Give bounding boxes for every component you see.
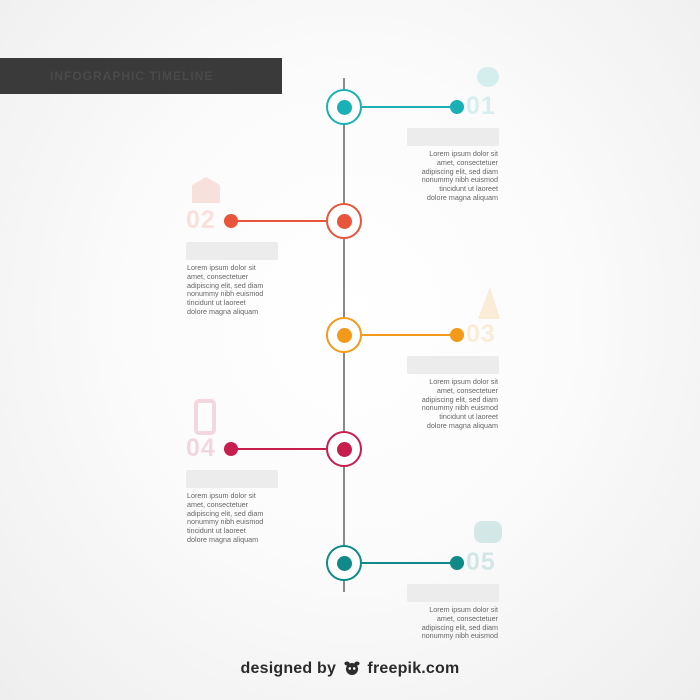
step-decoration-icon-03 bbox=[468, 283, 508, 328]
step-description-01: Lorem ipsum dolor sit amet, consectetuer… bbox=[421, 149, 498, 202]
brand-text: freepik.com bbox=[367, 660, 460, 677]
timeline-node-core bbox=[336, 441, 352, 457]
timeline-node-05 bbox=[326, 545, 362, 581]
step-number-05: 05 bbox=[466, 548, 496, 576]
timeline-node-core bbox=[336, 555, 352, 571]
connector-line-04 bbox=[224, 448, 326, 450]
connector-line-02 bbox=[224, 220, 326, 222]
step-description-03: Lorem ipsum dolor sit amet, consectetuer… bbox=[421, 377, 498, 430]
header-title: INFOGRAPHIC TIMELINE bbox=[50, 69, 214, 83]
connector-dot-03 bbox=[450, 328, 464, 342]
footer-credit: designed by freepik.com bbox=[0, 660, 700, 681]
connector-line-01 bbox=[362, 106, 464, 108]
step-title-placeholder-02 bbox=[186, 242, 278, 260]
timeline-node-01 bbox=[326, 89, 362, 125]
timeline-node-core bbox=[336, 213, 352, 229]
step-title-placeholder-01 bbox=[407, 128, 499, 146]
step-title-placeholder-05 bbox=[407, 584, 499, 602]
freepik-logo-icon bbox=[343, 660, 361, 681]
connector-line-05 bbox=[362, 562, 464, 564]
timeline-node-core bbox=[336, 99, 352, 115]
timeline-node-core bbox=[336, 327, 352, 343]
connector-dot-02 bbox=[224, 214, 238, 228]
timeline-node-04 bbox=[326, 431, 362, 467]
connector-line-03 bbox=[362, 334, 464, 336]
step-decoration-icon-05 bbox=[468, 511, 508, 556]
step-number-03: 03 bbox=[466, 320, 496, 348]
step-title-placeholder-04 bbox=[186, 470, 278, 488]
step-description-02: Lorem ipsum dolor sit amet, consectetuer… bbox=[187, 263, 264, 316]
step-number-02: 02 bbox=[186, 206, 216, 234]
step-decoration-icon-02 bbox=[186, 169, 226, 214]
connector-dot-01 bbox=[450, 100, 464, 114]
step-decoration-icon-01 bbox=[468, 55, 508, 100]
step-number-01: 01 bbox=[466, 92, 496, 120]
step-decoration-icon-04 bbox=[186, 397, 226, 442]
designed-by-text: designed by bbox=[240, 660, 337, 677]
step-description-04: Lorem ipsum dolor sit amet, consectetuer… bbox=[187, 491, 264, 544]
timeline-node-02 bbox=[326, 203, 362, 239]
connector-dot-04 bbox=[224, 442, 238, 456]
timeline-node-03 bbox=[326, 317, 362, 353]
step-description-05: Lorem ipsum dolor sit amet, consectetuer… bbox=[421, 605, 498, 641]
step-number-04: 04 bbox=[186, 434, 216, 462]
header-bar: INFOGRAPHIC TIMELINE bbox=[0, 58, 282, 94]
step-title-placeholder-03 bbox=[407, 356, 499, 374]
connector-dot-05 bbox=[450, 556, 464, 570]
